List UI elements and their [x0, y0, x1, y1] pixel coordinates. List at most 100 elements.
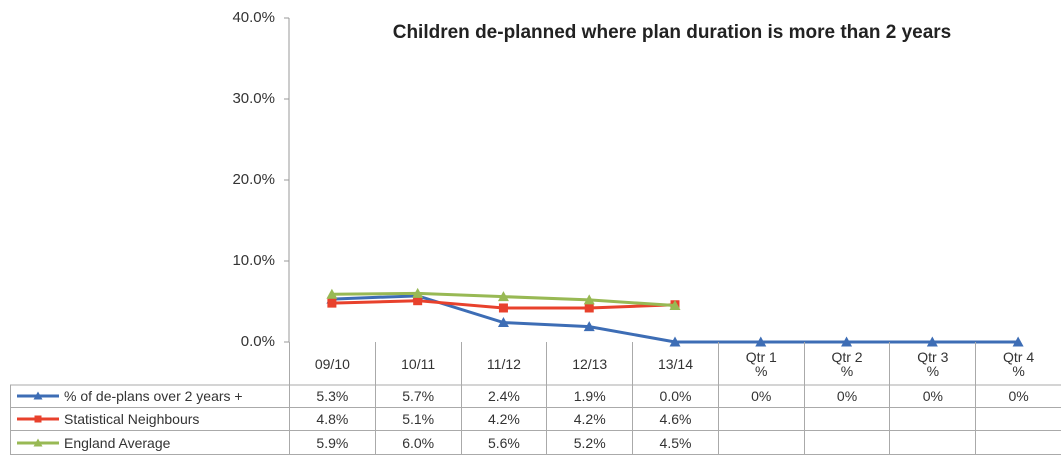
legend-icon — [17, 415, 59, 423]
y-tick-label: 20.0% — [232, 171, 275, 188]
data-table-cell: 0% — [717, 385, 804, 408]
data-table-cell: 5.6% — [460, 431, 547, 455]
data-table-cell: 4.6% — [632, 408, 718, 431]
category-label: Qtr 3 % — [889, 342, 975, 385]
category-label-text: 09/10 — [314, 355, 350, 372]
data-table-cell-text: 0% — [1008, 388, 1029, 404]
data-table-cell — [803, 408, 890, 431]
data-table-cell-text: 4.2% — [573, 411, 606, 427]
category-label-text: 11/12 — [486, 355, 521, 372]
category-label: Qtr 4 % — [975, 342, 1061, 385]
data-table-cell-text: 5.6% — [487, 434, 520, 451]
marker — [926, 336, 938, 347]
legend-entry: % of de-plans over 2 years + — [10, 385, 289, 408]
category-label: 13/14 — [632, 342, 718, 385]
marker — [841, 336, 853, 347]
data-table-cell — [889, 431, 976, 455]
data-table-cell — [889, 408, 976, 431]
data-table-cell-text: 0% — [751, 388, 772, 404]
marker — [326, 288, 338, 299]
category-label-text: Qtr 3 % — [917, 348, 949, 379]
y-tick-label: 10.0% — [232, 252, 275, 269]
data-table-cell — [803, 431, 890, 455]
data-table-cell-text: 5.7% — [402, 388, 435, 404]
marker — [755, 336, 767, 347]
data-table-cell: 4.8% — [289, 408, 375, 431]
data-table-cell: 0% — [889, 385, 976, 408]
data-table-cell-text: 5.3% — [316, 388, 349, 404]
category-label: 12/13 — [546, 342, 632, 385]
category-label-text: 12/13 — [572, 355, 608, 372]
marker — [583, 294, 595, 305]
data-table-cell-text: 0% — [836, 388, 858, 404]
marker — [34, 415, 42, 423]
data-table-cell-text: 1.9% — [573, 388, 606, 404]
data-table-cell: 1.9% — [546, 385, 633, 408]
data-table-cell: 0.0% — [632, 385, 718, 408]
data-table-cell-text: 0% — [922, 388, 943, 404]
chart-title: Children de-planned where plan duration … — [393, 22, 952, 43]
category-label: Qtr 2 % — [803, 342, 890, 385]
data-table-cell: 5.1% — [374, 408, 461, 431]
category-label: 11/12 — [460, 342, 547, 385]
legend-label: % of de-plans over 2 years + — [64, 388, 243, 404]
marker — [412, 287, 424, 298]
marker — [413, 296, 423, 306]
category-label: 09/10 — [289, 342, 375, 385]
y-tick-label: 30.0% — [232, 90, 275, 107]
data-table-cell-text: 0.0% — [659, 388, 692, 404]
data-table-cell — [975, 431, 1061, 455]
data-table-cell: 5.7% — [374, 385, 461, 408]
marker — [497, 317, 509, 328]
data-table-cell: 6.0% — [374, 431, 461, 455]
marker — [1012, 336, 1024, 347]
category-label: 10/11 — [374, 342, 461, 385]
category-label: Qtr 1 % — [717, 342, 804, 385]
legend-entry: England Average — [10, 431, 289, 455]
marker — [669, 300, 681, 311]
legend-icon — [17, 438, 59, 446]
data-table-cell-text: 5.2% — [573, 434, 606, 451]
data-table-cell — [717, 408, 804, 431]
data-table-cell-text: 6.0% — [402, 434, 435, 451]
y-tick-label: 0.0% — [241, 333, 275, 350]
category-label-text: 10/11 — [401, 355, 436, 372]
data-table-cell-text: 5.1% — [402, 411, 435, 427]
marker — [669, 336, 681, 347]
data-table-cell: 5.9% — [289, 431, 375, 455]
data-table-cell: 2.4% — [460, 385, 547, 408]
marker — [33, 391, 43, 400]
data-table-cell: 0% — [803, 385, 890, 408]
data-table-cell-text: 5.9% — [316, 434, 349, 451]
legend-entry: Statistical Neighbours — [10, 408, 289, 431]
data-table-cell-text: 4.6% — [659, 411, 692, 427]
category-label-text: Qtr 4 % — [1003, 348, 1035, 379]
y-tick-label: 40.0% — [232, 9, 275, 26]
marker — [583, 321, 595, 332]
legend-icon — [17, 391, 59, 400]
data-table-cell: 5.2% — [546, 431, 633, 455]
data-table-cell — [717, 431, 804, 455]
marker — [497, 291, 509, 302]
legend-label: England Average — [64, 434, 171, 451]
data-table-cell-text: 2.4% — [487, 388, 520, 404]
data-table-cell-text: 4.2% — [487, 411, 520, 427]
marker — [327, 298, 337, 308]
data-table-cell: 4.5% — [632, 431, 718, 455]
data-table-cell — [975, 408, 1061, 431]
category-label-text: Qtr 2 % — [831, 348, 863, 379]
category-label-text: Qtr 1 % — [745, 348, 777, 379]
data-table-cell: 4.2% — [460, 408, 547, 431]
data-table-cell: 0% — [975, 385, 1061, 408]
marker — [498, 303, 508, 313]
marker — [33, 438, 43, 446]
data-table-cell-text: 4.5% — [659, 434, 692, 451]
legend-label: Statistical Neighbours — [64, 411, 200, 427]
data-table-cell: 5.3% — [289, 385, 375, 408]
data-table-cell-text: 4.8% — [316, 411, 349, 427]
data-table-cell: 4.2% — [546, 408, 633, 431]
marker — [584, 303, 594, 313]
category-label-text: 13/14 — [657, 355, 694, 372]
